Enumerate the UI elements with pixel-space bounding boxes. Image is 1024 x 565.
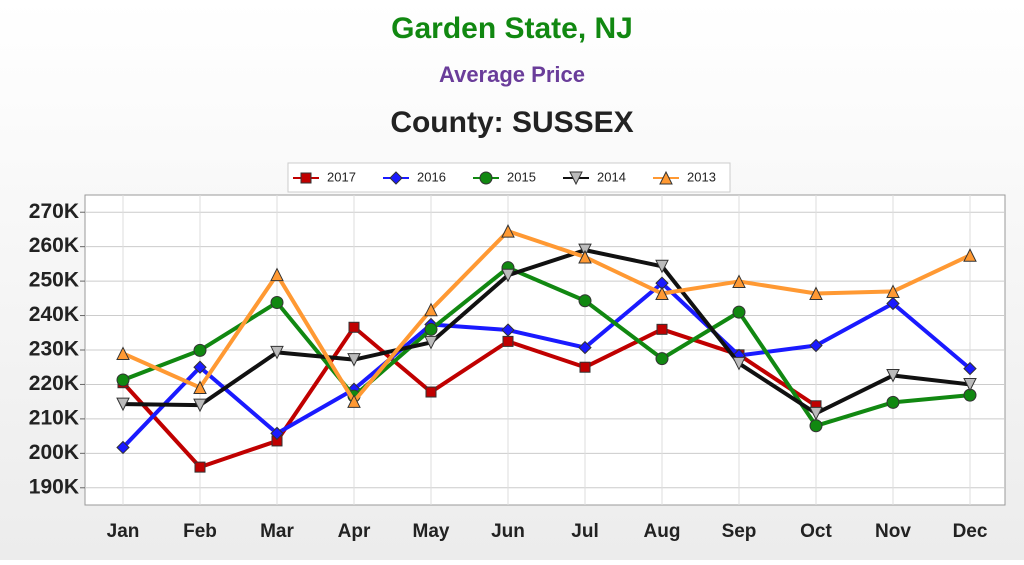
x-tick-label: Sep — [722, 521, 757, 542]
marker — [347, 394, 361, 408]
marker — [655, 259, 669, 274]
x-tick-label: Dec — [953, 521, 988, 542]
marker — [424, 322, 438, 336]
y-tick-label: 210K — [29, 406, 79, 429]
y-tick-label: 220K — [29, 372, 79, 395]
marker — [347, 353, 361, 367]
chart-title: Garden State, NJ — [391, 12, 633, 45]
x-tick-label: Feb — [183, 521, 217, 542]
x-tick-label: Aug — [644, 521, 681, 542]
marker — [886, 284, 900, 298]
marker — [270, 295, 284, 309]
series-line — [122, 265, 971, 428]
marker — [569, 171, 583, 186]
marker — [655, 286, 669, 301]
y-tick-label: 190K — [29, 475, 79, 498]
marker — [809, 286, 823, 301]
marker — [193, 398, 207, 413]
marker — [501, 323, 515, 337]
marker — [732, 274, 746, 288]
marker — [116, 373, 130, 387]
marker — [193, 343, 207, 357]
marker — [809, 406, 823, 421]
marker — [963, 377, 977, 392]
marker — [116, 440, 130, 455]
marker — [501, 268, 515, 283]
y-tick-label: 250K — [29, 269, 79, 292]
marker — [116, 397, 130, 412]
y-tick-label: 230K — [29, 338, 79, 361]
marker — [886, 296, 900, 311]
marker — [479, 171, 493, 185]
marker — [424, 335, 438, 350]
marker — [389, 171, 403, 185]
marker — [348, 321, 360, 333]
marker — [193, 360, 207, 374]
marker — [578, 249, 592, 264]
legend-label: 2013 — [687, 169, 716, 184]
x-tick-label: May — [413, 521, 450, 542]
marker — [732, 356, 746, 371]
series-line — [122, 248, 971, 416]
series-line — [121, 325, 818, 470]
marker — [424, 302, 438, 317]
marker — [886, 368, 900, 383]
chart-heading: County: SUSSEX — [390, 106, 633, 139]
legend-label: 2014 — [597, 169, 626, 184]
x-tick-label: Apr — [338, 521, 371, 542]
x-tick-label: Jan — [107, 521, 140, 542]
marker — [193, 380, 207, 395]
marker — [501, 224, 515, 238]
marker — [425, 386, 437, 398]
marker — [270, 267, 284, 282]
marker — [270, 426, 284, 441]
legend-label: 2015 — [507, 169, 536, 184]
marker — [886, 395, 900, 409]
y-tick-label: 200K — [29, 441, 79, 464]
x-tick-label: Nov — [875, 521, 911, 542]
marker — [659, 170, 673, 185]
marker — [656, 323, 668, 335]
marker — [116, 346, 130, 360]
marker — [809, 419, 823, 433]
y-tick-label: 240K — [29, 303, 79, 326]
chart-subtitle: Average Price — [439, 62, 585, 87]
marker — [579, 361, 591, 373]
marker — [300, 172, 312, 184]
y-tick-label: 260K — [29, 234, 79, 257]
y-tick-label: 270K — [29, 200, 79, 223]
x-tick-label: Jul — [571, 521, 598, 542]
marker — [963, 248, 977, 262]
legend-label: 2017 — [327, 169, 356, 184]
x-tick-label: Jun — [491, 521, 525, 542]
marker — [732, 305, 746, 319]
marker — [578, 340, 592, 355]
marker — [270, 345, 284, 360]
x-tick-label: Mar — [260, 521, 294, 542]
marker — [194, 461, 206, 473]
marker — [578, 294, 592, 308]
x-tick-label: Oct — [800, 521, 832, 542]
marker — [809, 338, 823, 353]
marker — [502, 335, 514, 347]
series-line — [122, 229, 971, 404]
marker — [963, 361, 977, 376]
marker — [655, 352, 669, 366]
series-line — [121, 281, 972, 449]
legend-label: 2016 — [417, 169, 446, 184]
